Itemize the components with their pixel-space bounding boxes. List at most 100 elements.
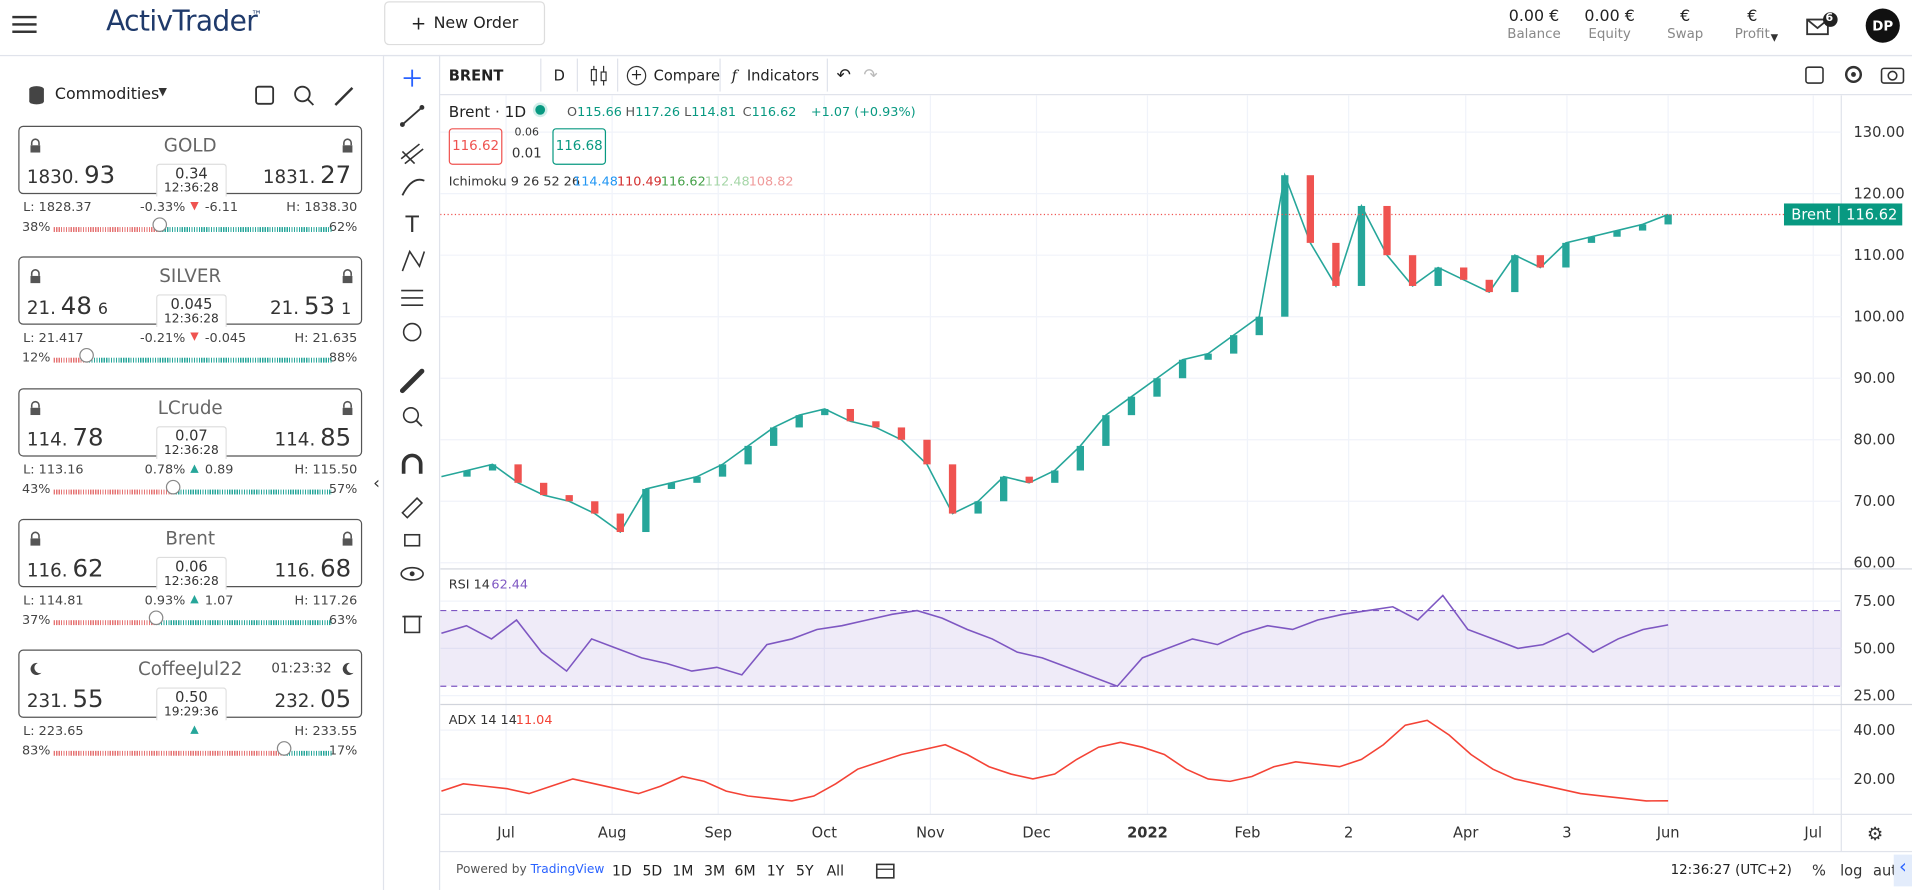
time-axis-label: Apr <box>1453 825 1479 842</box>
candle <box>1051 470 1059 483</box>
spread-box: 0.045 12:36:28 <box>156 294 227 328</box>
new-order-label: New Order <box>433 14 519 33</box>
mail-button[interactable] <box>1805 12 1842 41</box>
moon-icon <box>342 663 354 676</box>
price-axis-label: 90.00 <box>1853 370 1895 387</box>
instrument-card[interactable]: CoffeeJul22 01:23:32 231. 55 232. 05 0.50 19:29… <box>18 649 363 721</box>
separator <box>617 58 619 92</box>
expand-button[interactable]: ‹ <box>1893 854 1912 887</box>
ichimoku-value: 116.62 <box>660 174 706 190</box>
undo-button[interactable]: ↶ <box>836 65 851 85</box>
price-axis-label: 130.00 <box>1853 124 1904 141</box>
buy-box[interactable]: 116.68 <box>552 128 607 165</box>
redo-button[interactable]: ↷ <box>863 65 878 85</box>
candle <box>1076 445 1084 471</box>
candle <box>1613 230 1621 237</box>
dropdown-caret: ▼ <box>158 86 167 99</box>
separator <box>576 58 578 92</box>
date-range-button[interactable] <box>874 861 898 881</box>
bid-price[interactable]: 114. 78 <box>27 422 104 451</box>
range-button[interactable]: 1Y <box>766 861 785 880</box>
change-pct: -0.21% <box>140 331 186 346</box>
time-axis-label: Feb <box>1235 825 1261 842</box>
time-axis-label: Oct <box>812 825 838 842</box>
instrument-card[interactable]: SILVER 21. 48 6 21. 53 1 0.045 12:36:28 <box>18 256 363 328</box>
candle <box>1383 205 1391 256</box>
ask-part: 53 <box>303 290 335 321</box>
menu-button[interactable] <box>12 15 39 35</box>
sell-pct: 83% <box>21 743 51 759</box>
bid-price[interactable]: 21. 48 6 <box>27 291 108 320</box>
bid-price[interactable]: 1830. 93 <box>27 160 115 189</box>
log-button[interactable]: log <box>1840 861 1863 880</box>
symbol-input[interactable]: BRENT <box>448 66 504 84</box>
candle <box>616 513 624 533</box>
sidebar-tools[interactable] <box>254 84 356 108</box>
logo-tm: ™ <box>251 9 263 22</box>
time-axis-label: Jun <box>1656 825 1680 842</box>
bid-part: 1830. <box>26 166 80 189</box>
direction-arrow: ▲ <box>190 462 199 475</box>
range-button[interactable]: 5Y <box>796 861 814 880</box>
percent-button[interactable]: % <box>1812 861 1826 880</box>
tradingview-link[interactable]: TradingView <box>530 863 605 877</box>
adx-value: 11.04 <box>515 713 553 728</box>
sell-pct: 12% <box>21 350 51 366</box>
range-button[interactable]: 3M <box>704 861 726 880</box>
instrument-name: SILVER <box>159 265 222 288</box>
ichimoku-value: 110.49 <box>617 174 662 190</box>
bid-price[interactable]: 116. 62 <box>27 553 104 582</box>
bid-part: 62 <box>72 552 104 583</box>
ask-price[interactable]: 114. 85 <box>275 422 352 451</box>
bid-part: 231. <box>26 690 68 713</box>
avatar[interactable]: DP <box>1865 8 1900 43</box>
range-button[interactable]: 6M <box>734 861 756 880</box>
range-button[interactable]: 1M <box>672 861 694 880</box>
ask-price[interactable]: 21. 53 1 <box>270 291 351 320</box>
drawing-tools[interactable]: T <box>388 61 437 647</box>
chart-type-button[interactable] <box>588 63 610 87</box>
new-order-button[interactable]: + New Order <box>384 1 546 46</box>
ask-price[interactable]: 116. 68 <box>275 553 352 582</box>
sell-box[interactable]: 116.62 <box>448 128 503 165</box>
price-axis-label: 20.00 <box>1853 771 1895 788</box>
ask-price[interactable]: 232. 05 <box>275 684 352 713</box>
range-button[interactable]: 1D <box>612 861 632 880</box>
instrument-card[interactable]: GOLD 1830. 93 1831. 27 0.34 12:36:28 <box>18 125 363 197</box>
ohlc-label: L <box>684 104 692 120</box>
instrument-card[interactable]: Brent 116. 62 116. 68 0.06 12:36:28 <box>18 518 363 590</box>
candle <box>1562 242 1570 268</box>
lock-icon <box>30 531 41 546</box>
low: L: 223.65 <box>23 724 84 739</box>
high: H: 1838.30 <box>286 200 358 215</box>
ask-price[interactable]: 1831. 27 <box>263 160 351 189</box>
candle <box>718 464 727 477</box>
sell-sentiment-bar <box>53 227 160 232</box>
settings-button[interactable]: ⚙ <box>1866 822 1884 845</box>
collapse-sidebar-button[interactable]: ‹ <box>373 473 380 494</box>
candle <box>1153 378 1161 397</box>
candle <box>642 488 650 533</box>
toolbar-right-icons[interactable] <box>1793 61 1912 90</box>
spread: 0.34 <box>175 164 208 182</box>
stat-value: € <box>1680 7 1691 26</box>
bid-part: 116. <box>26 559 68 582</box>
interval-button[interactable]: D <box>553 66 565 84</box>
category-dropdown[interactable]: Commodities <box>54 85 160 104</box>
price-axis-label: 120.00 <box>1853 186 1904 203</box>
toolbar-border <box>384 54 1912 57</box>
bid-price[interactable]: 231. 55 <box>27 684 104 713</box>
spread-top: 0.06 <box>514 126 539 140</box>
candle <box>1102 415 1110 446</box>
instrument-card[interactable]: LCrude 114. 78 114. 85 0.07 12:36:28 <box>18 387 363 459</box>
high: H: 21.635 <box>294 331 358 346</box>
ohlc-label: H <box>625 104 636 120</box>
sentiment-marker <box>149 610 164 625</box>
compare-button[interactable]: + Compare <box>626 56 720 94</box>
stat-value: 0.00 € <box>1508 7 1560 26</box>
range-button[interactable]: 5D <box>642 861 663 880</box>
high: H: 233.55 <box>294 724 358 739</box>
sentiment-marker <box>151 217 167 232</box>
indicators-button[interactable]: f Indicators <box>731 66 820 84</box>
range-button[interactable]: All <box>826 861 844 880</box>
